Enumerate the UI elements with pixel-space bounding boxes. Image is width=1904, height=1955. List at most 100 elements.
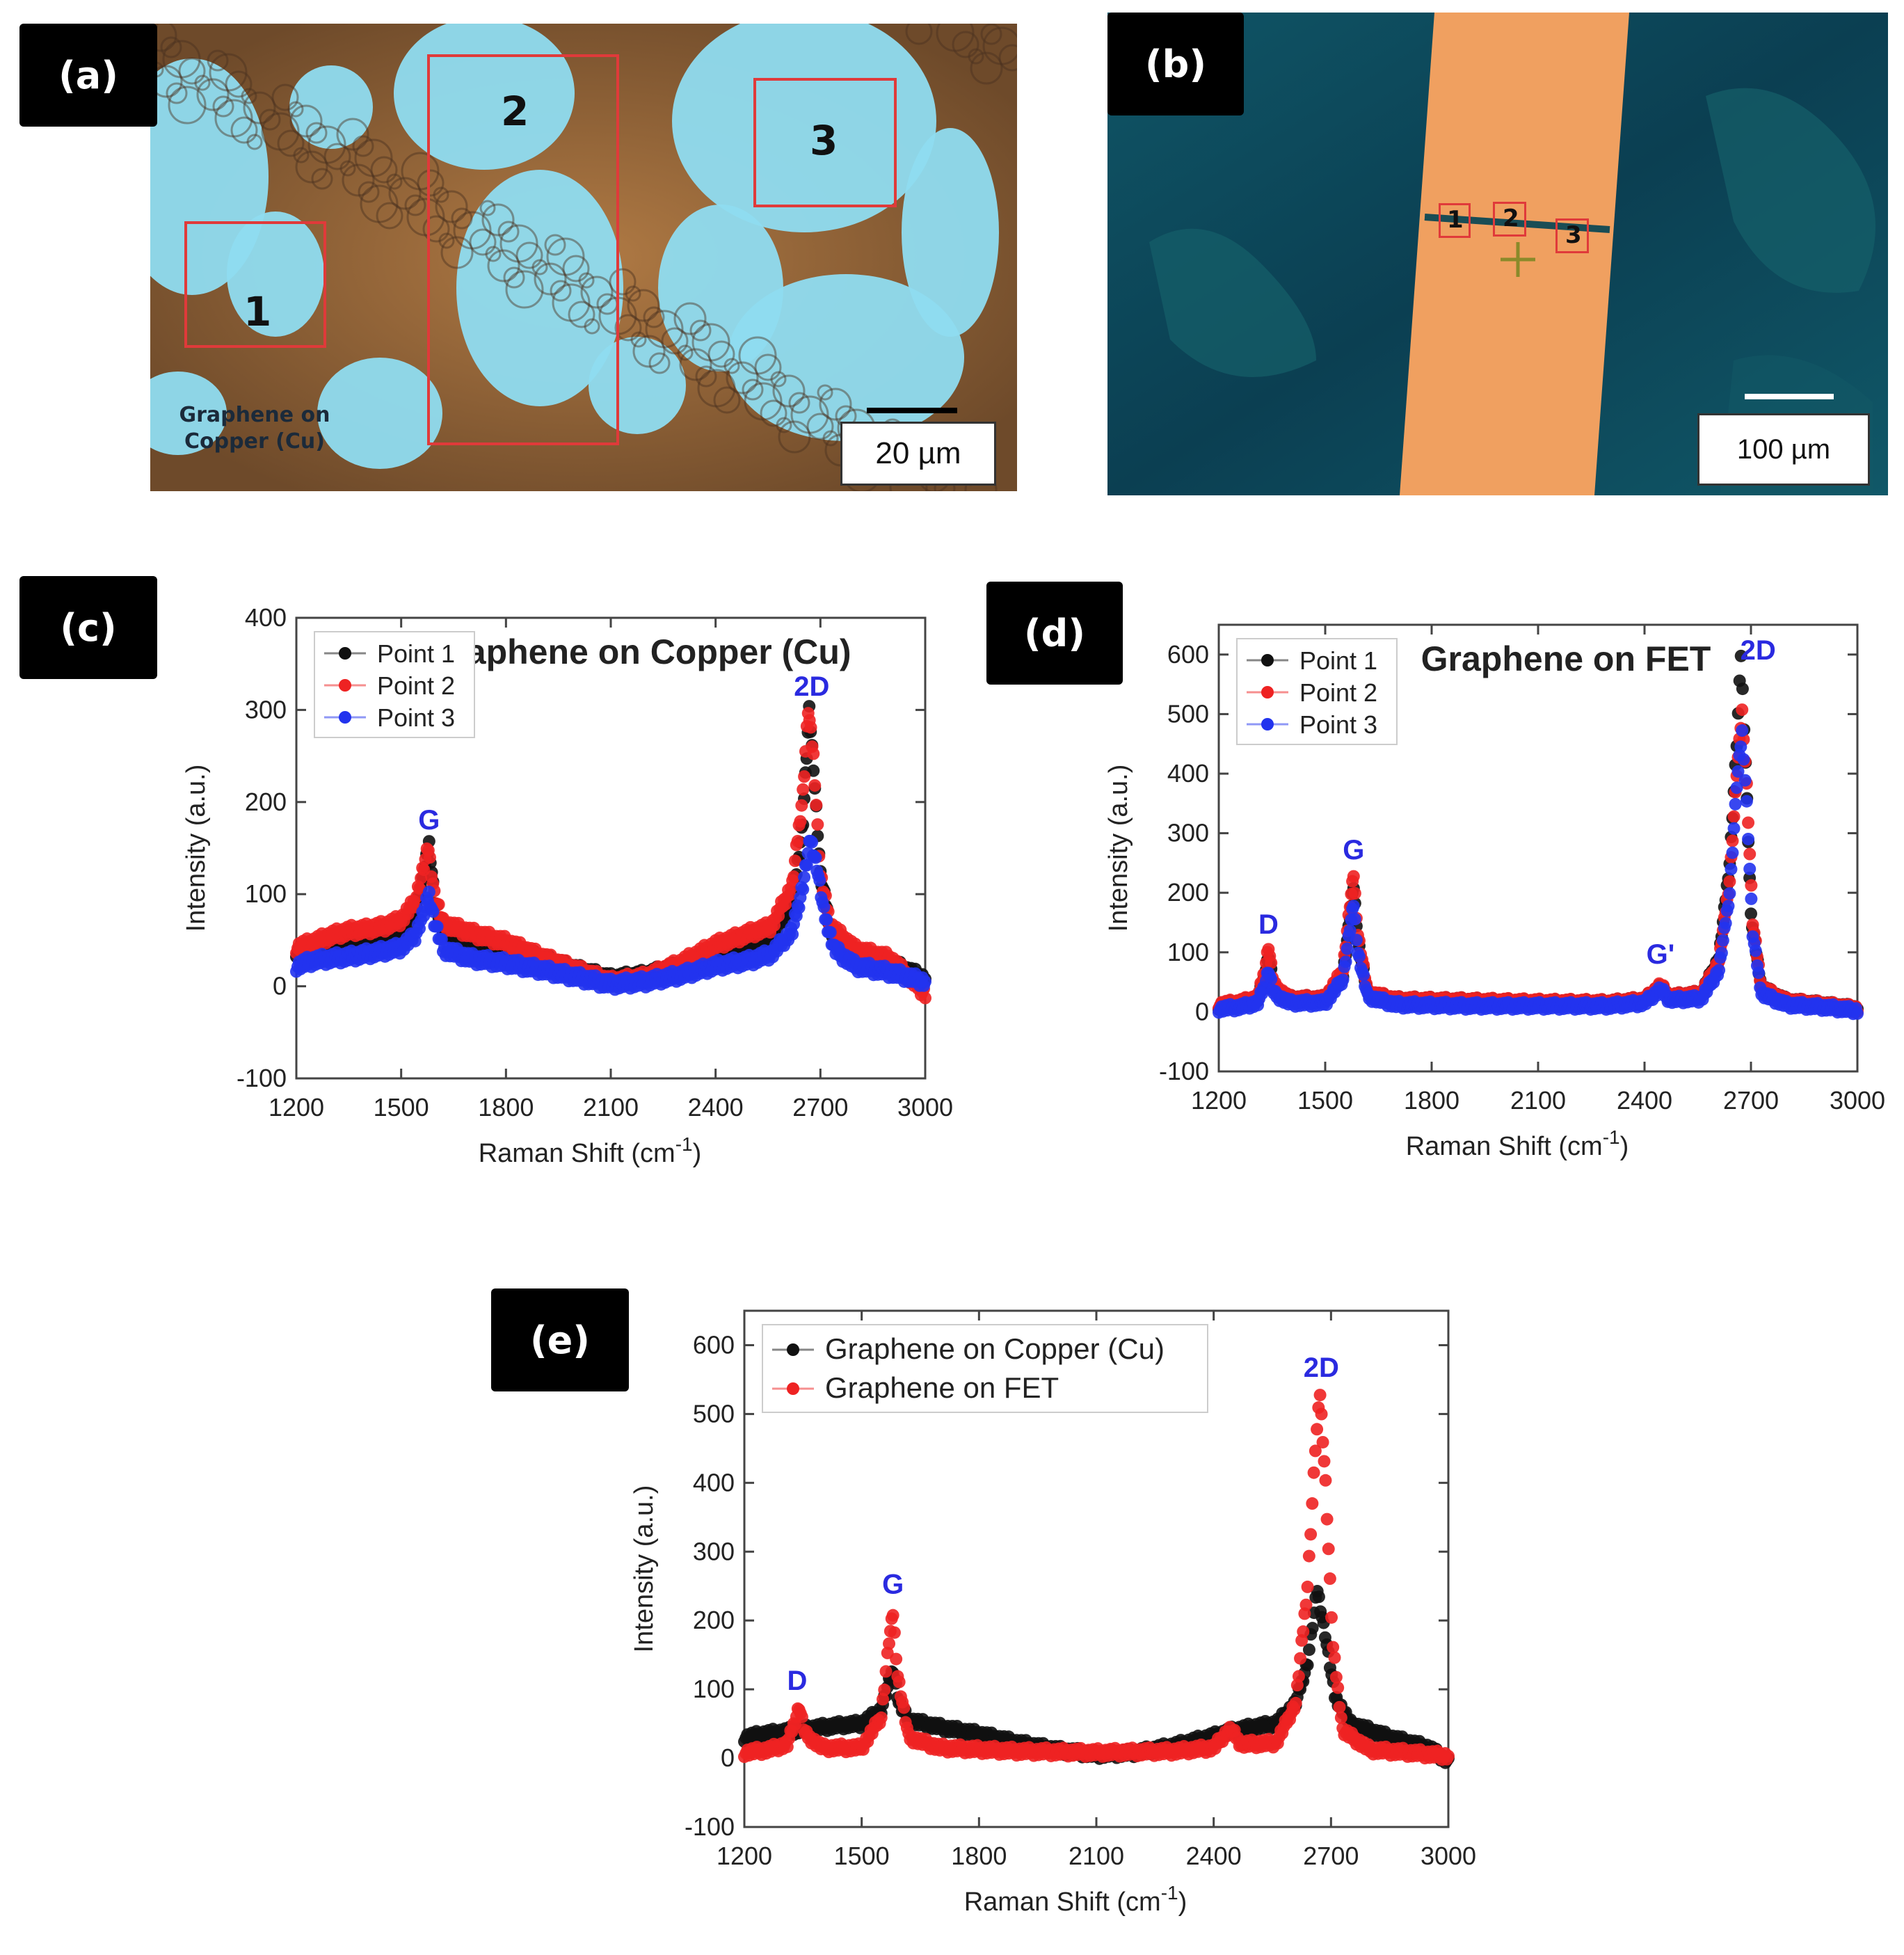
data-point <box>886 971 899 984</box>
data-point <box>925 1739 938 1753</box>
data-point <box>1196 1743 1209 1757</box>
data-point <box>748 930 761 943</box>
data-point <box>1811 997 1824 1010</box>
data-point <box>335 927 349 941</box>
data-point <box>404 895 417 908</box>
data-point <box>380 945 393 959</box>
data-point <box>755 1729 769 1742</box>
data-point <box>1377 1728 1390 1741</box>
data-point <box>541 956 554 969</box>
data-point <box>601 975 614 988</box>
data-point <box>1479 998 1492 1011</box>
data-point <box>980 1726 993 1739</box>
data-point <box>1533 992 1546 1005</box>
data-point <box>315 934 328 948</box>
data-point <box>801 707 815 720</box>
data-point <box>1357 968 1370 982</box>
data-point <box>896 1695 909 1709</box>
data-point <box>538 952 552 965</box>
data-point <box>1339 940 1352 953</box>
peak-label: G <box>882 1569 904 1599</box>
data-point <box>368 926 381 939</box>
data-point <box>1628 996 1641 1009</box>
data-point <box>294 962 307 975</box>
data-point <box>915 985 929 998</box>
data-point <box>525 952 538 966</box>
data-point <box>459 936 472 950</box>
data-point <box>565 966 578 980</box>
data-point <box>1715 930 1728 943</box>
data-point <box>472 954 485 967</box>
data-point <box>1143 1741 1156 1754</box>
data-point <box>774 902 787 916</box>
data-point <box>776 1742 790 1755</box>
grain <box>552 283 591 322</box>
data-point <box>1218 1002 1231 1015</box>
data-point <box>467 936 481 950</box>
data-point <box>1832 1001 1846 1014</box>
data-point <box>1689 989 1702 1003</box>
data-point <box>1841 998 1854 1011</box>
data-point <box>523 945 536 959</box>
data-point <box>765 926 778 939</box>
grain <box>485 246 502 262</box>
data-point <box>819 1743 832 1756</box>
data-point <box>1801 994 1814 1007</box>
grain <box>817 384 833 401</box>
data-point <box>321 954 334 967</box>
data-point <box>984 1729 997 1742</box>
grain <box>287 101 304 118</box>
data-point <box>436 945 449 958</box>
data-point <box>1831 1005 1844 1019</box>
data-point <box>1823 996 1836 1010</box>
data-point <box>905 1715 918 1728</box>
data-point <box>1650 989 1663 1003</box>
data-point <box>513 936 527 949</box>
data-point <box>470 925 483 939</box>
data-point <box>1098 1751 1111 1764</box>
data-point <box>1050 1746 1064 1759</box>
data-point <box>1334 1711 1347 1724</box>
data-point <box>1398 994 1411 1007</box>
data-point <box>1382 993 1395 1006</box>
data-point <box>1690 991 1704 1004</box>
data-point <box>493 935 506 948</box>
data-point <box>446 941 459 955</box>
data-point <box>1709 963 1722 976</box>
data-point <box>605 967 617 980</box>
data-point <box>1446 992 1459 1005</box>
grain <box>661 327 689 355</box>
data-point <box>454 946 467 959</box>
data-point <box>691 954 704 967</box>
data-point <box>589 963 602 976</box>
data-point <box>1419 991 1432 1004</box>
grain <box>230 116 258 144</box>
data-point <box>1000 1741 1014 1754</box>
data-point <box>899 1716 912 1729</box>
data-point <box>1404 996 1417 1009</box>
data-point <box>889 955 902 968</box>
data-point <box>1842 998 1855 1011</box>
data-point <box>915 1716 928 1729</box>
data-point <box>856 954 869 967</box>
data-point <box>1397 997 1410 1010</box>
data-point <box>1296 989 1309 1003</box>
data-point <box>1346 875 1359 888</box>
data-point <box>663 957 676 970</box>
data-point <box>325 929 338 942</box>
data-point <box>1480 999 1494 1012</box>
data-point <box>1357 1718 1370 1732</box>
data-point <box>456 932 470 945</box>
data-point <box>413 922 426 935</box>
data-point <box>1838 1003 1851 1016</box>
x-tick-label: 2100 <box>583 1093 639 1122</box>
data-point <box>916 1713 929 1726</box>
grain <box>580 276 614 309</box>
data-point <box>1281 993 1295 1006</box>
data-point <box>744 1746 757 1759</box>
data-point <box>1834 998 1847 1012</box>
data-point <box>326 948 339 961</box>
data-point <box>797 1723 810 1737</box>
data-point <box>846 1721 859 1734</box>
data-point <box>745 928 758 941</box>
